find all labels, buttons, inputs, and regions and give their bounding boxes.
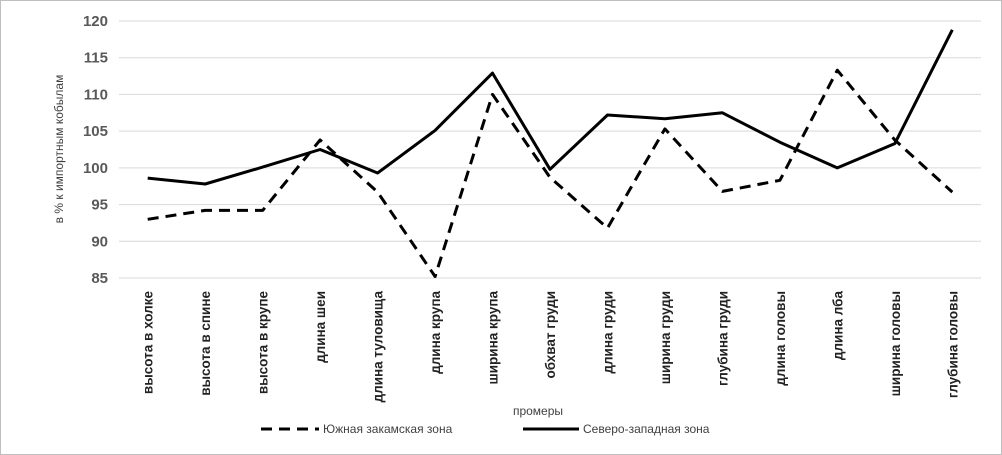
y-axis-ticks: 85 90 95 100 105 110 115 120 — [83, 13, 108, 287]
x-tick-label: ширина груди — [658, 291, 673, 384]
y-tick-label: 105 — [83, 123, 108, 140]
y-axis-label: в % к импортным кобылам — [52, 75, 66, 224]
x-tick-label: ширина крупа — [486, 291, 501, 385]
y-tick-label: 115 — [84, 50, 108, 67]
legend-label-northwest: Северо-западная зона — [583, 422, 710, 436]
x-tick-label: высота в спине — [198, 291, 213, 396]
x-axis-label: промеры — [513, 404, 563, 418]
x-tick-label: глубина головы — [945, 291, 960, 398]
y-tick-label: 110 — [84, 86, 108, 103]
y-tick-label: 90 — [91, 233, 108, 250]
legend-item-south: Южная закамская зона — [261, 422, 453, 436]
x-tick-label: длина головы — [773, 291, 788, 386]
x-tick-label: высота в крупе — [256, 291, 271, 395]
x-axis-ticks: высота в холке высота в спине высота в кру… — [141, 291, 961, 403]
y-tick-label: 120 — [83, 13, 108, 30]
y-tick-label: 95 — [91, 197, 108, 214]
legend: Южная закамская зона Северо-западная зон… — [261, 422, 710, 436]
x-tick-label: длина лба — [830, 291, 845, 361]
x-tick-label: высота в холке — [141, 291, 156, 395]
x-tick-label: глубина груди — [715, 291, 730, 386]
legend-item-northwest: Северо-западная зона — [523, 422, 710, 436]
gridlines — [119, 20, 981, 279]
x-tick-label: длина туловища — [371, 291, 386, 403]
x-tick-label: длина крупа — [428, 291, 443, 374]
series-line-south — [147, 68, 954, 278]
y-tick-label: 100 — [83, 160, 108, 177]
y-tick-label: 85 — [91, 270, 108, 287]
x-tick-label: обхват груди — [543, 291, 558, 378]
series-lines — [147, 29, 954, 278]
x-tick-label: длина шеи — [313, 291, 328, 363]
legend-label-south: Южная закамская зона — [323, 422, 453, 436]
x-tick-label: длина груди — [600, 291, 615, 374]
series-line-northwest — [147, 29, 954, 186]
x-tick-label: ширина головы — [888, 291, 903, 396]
